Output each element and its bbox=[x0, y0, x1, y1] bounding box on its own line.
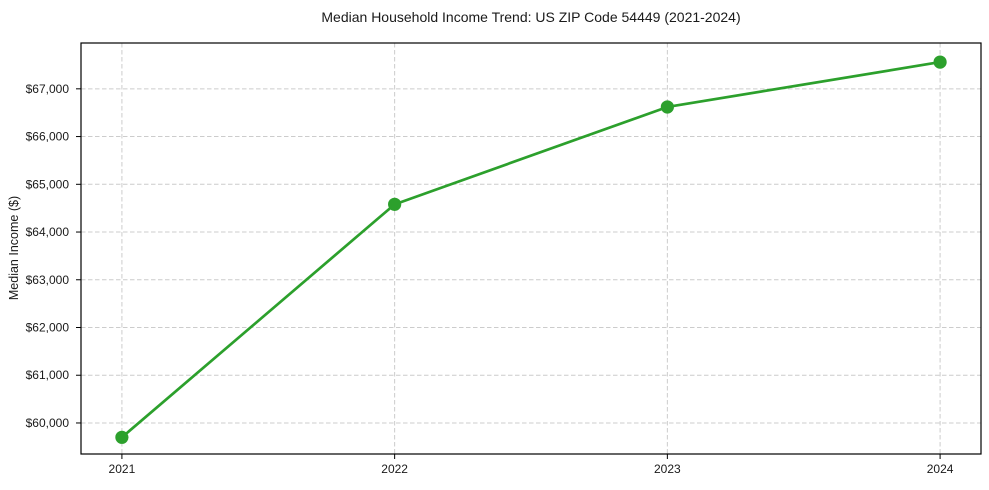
plot-border bbox=[80, 42, 982, 455]
x-tick-label: 2022 bbox=[381, 462, 408, 476]
x-tick-label: 2024 bbox=[927, 462, 954, 476]
data-point-2023 bbox=[660, 100, 674, 114]
y-tick-label: $64,000 bbox=[26, 225, 70, 239]
y-tick-label: $62,000 bbox=[26, 321, 70, 335]
x-tick-label: 2023 bbox=[654, 462, 681, 476]
y-tick-label: $66,000 bbox=[26, 130, 70, 144]
trend-line bbox=[120, 60, 942, 439]
data-point-2024 bbox=[933, 55, 947, 69]
y-tick-label: $65,000 bbox=[26, 177, 70, 191]
y-tick-label: $60,000 bbox=[26, 416, 70, 430]
y-tick-label: $63,000 bbox=[26, 273, 70, 287]
y-tick-label: $61,000 bbox=[26, 368, 70, 382]
x-tick-label: 2021 bbox=[109, 462, 136, 476]
y-tick-label: $67,000 bbox=[26, 82, 70, 96]
chart-title: Median Household Income Trend: US ZIP Co… bbox=[321, 9, 741, 25]
data-point-2022 bbox=[388, 197, 402, 211]
data-point-2021 bbox=[115, 430, 129, 444]
